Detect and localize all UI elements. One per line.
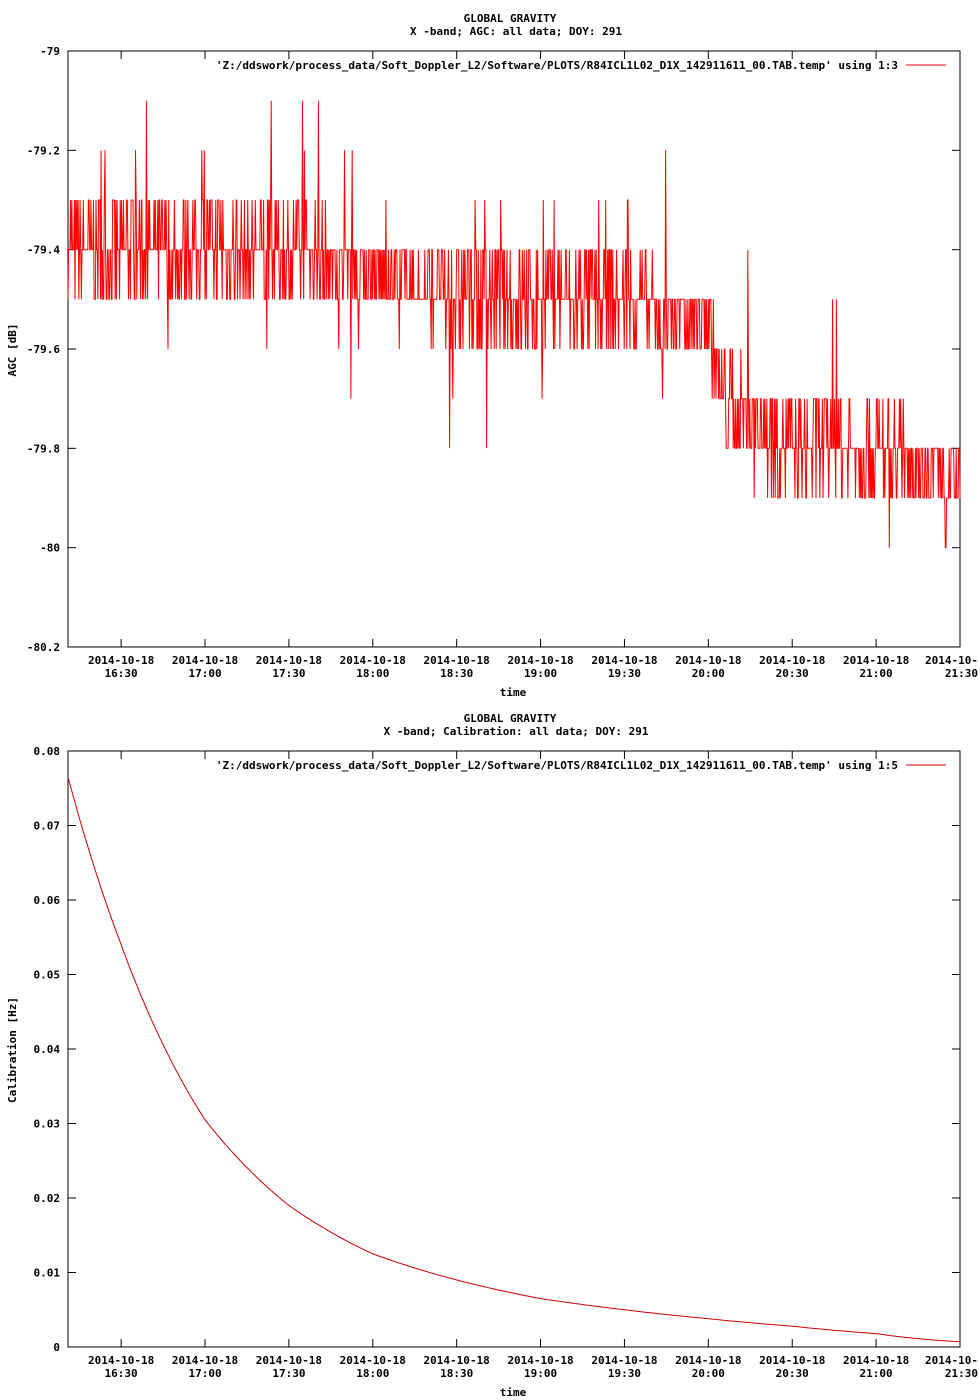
x-tick-date: 2014-10-18 [340,1354,406,1367]
agc-legend-text: 'Z:/ddswork/process_data/Soft_Doppler_L2… [216,59,898,72]
y-tick-label: 0.05 [34,969,61,982]
x-tick-time: 16:30 [105,667,138,680]
y-tick-label: 0 [53,1341,60,1354]
x-tick-date: 2014-10-18 [88,1354,154,1367]
calibration-curve [67,776,961,1343]
x-tick-time: 17:00 [188,1367,221,1380]
x-tick-date: 2014-10-18 [759,654,825,667]
calibration-plot-area [67,750,961,1348]
y-tick-label: 0.06 [34,894,61,907]
x-tick-date: 2014-10-18 [172,654,238,667]
x-tick-time: 18:00 [356,667,389,680]
x-tick-time: 17:00 [188,667,221,680]
x-tick-date: 2014-10- [925,654,978,667]
calibration-chart-ylabel: Calibration [Hz] [6,997,19,1103]
y-tick-label: -79 [40,45,60,58]
agc-plot-area [67,50,961,648]
agc-chart-xlabel: time [500,686,527,699]
x-tick-date: 2014-10-18 [507,1354,573,1367]
calibration-chart: GLOBAL GRAVITY X -band; Calibration: all… [6,712,978,1399]
y-tick-label: 0.04 [34,1043,61,1056]
y-tick-label: -80 [40,542,60,555]
calibration-series [67,776,961,1343]
x-tick-time: 17:30 [272,667,305,680]
y-tick-label: 0.01 [34,1267,61,1280]
x-tick-time: 18:00 [356,1367,389,1380]
x-tick-date: 2014-10-18 [843,654,909,667]
agc-y-ticks: -79 -79.2 -79.4 -79.6 -79.8 -80 -80.2 [27,45,960,654]
calibration-legend-text: 'Z:/ddswork/process_data/Soft_Doppler_L2… [216,759,898,772]
x-tick-date: 2014-10-18 [759,1354,825,1367]
x-tick-time: 17:30 [272,1367,305,1380]
x-tick-time: 20:00 [692,1367,725,1380]
x-tick-date: 2014-10-18 [340,654,406,667]
y-tick-label: 0.03 [34,1118,61,1131]
x-tick-time: 21:30 [945,1367,978,1380]
x-tick-date: 2014-10-18 [591,1354,657,1367]
agc-chart-title: GLOBAL GRAVITY [464,12,557,25]
x-tick-time: 19:30 [608,1367,641,1380]
x-tick-date: 2014-10-18 [256,1354,322,1367]
y-tick-label: -79.6 [27,343,60,356]
x-tick-date: 2014-10-18 [675,654,741,667]
x-tick-date: 2014-10-18 [591,654,657,667]
x-tick-time: 21:00 [860,1367,893,1380]
x-tick-time: 20:30 [776,667,809,680]
x-tick-time: 18:30 [440,1367,473,1380]
x-tick-date: 2014-10-18 [507,654,573,667]
calibration-chart-xlabel: time [500,1386,527,1399]
calibration-chart-subtitle: X -band; Calibration: all data; DOY: 291 [384,725,649,738]
agc-x-ticks: 2014-10-1816:302014-10-1817:002014-10-18… [88,51,978,680]
x-tick-time: 18:30 [440,667,473,680]
x-tick-date: 2014-10-18 [172,1354,238,1367]
x-tick-date: 2014-10- [925,1354,978,1367]
y-tick-label: -79.8 [27,442,60,455]
x-tick-date: 2014-10-18 [424,1354,490,1367]
calibration-chart-title: GLOBAL GRAVITY [464,712,557,725]
agc-chart-subtitle: X -band; AGC: all data; DOY: 291 [410,25,622,38]
y-tick-label: 0.08 [34,745,61,758]
agc-chart: GLOBAL GRAVITY X -band; AGC: all data; D… [6,12,978,699]
agc-chart-ylabel: AGC [dB] [6,324,19,377]
calibration-y-ticks: 0 0.01 0.02 0.03 0.04 0.05 0.06 0.07 0.08 [34,745,960,1354]
y-tick-label: 0.02 [34,1192,61,1205]
y-tick-label: -79.4 [27,244,60,257]
x-tick-time: 21:30 [945,667,978,680]
x-tick-time: 19:30 [608,667,641,680]
y-tick-label: 0.07 [34,820,61,833]
x-tick-time: 19:00 [524,1367,557,1380]
agc-trace [67,100,961,549]
y-tick-label: -80.2 [27,641,60,654]
x-tick-date: 2014-10-18 [256,654,322,667]
x-tick-time: 21:00 [860,667,893,680]
x-tick-date: 2014-10-18 [843,1354,909,1367]
x-tick-time: 20:00 [692,667,725,680]
agc-series [67,100,961,549]
x-tick-time: 19:00 [524,667,557,680]
calibration-x-ticks: 2014-10-1816:302014-10-1817:002014-10-18… [88,751,978,1380]
x-tick-time: 16:30 [105,1367,138,1380]
x-tick-date: 2014-10-18 [88,654,154,667]
y-tick-label: -79.2 [27,144,60,157]
x-tick-time: 20:30 [776,1367,809,1380]
x-tick-date: 2014-10-18 [424,654,490,667]
x-tick-date: 2014-10-18 [675,1354,741,1367]
